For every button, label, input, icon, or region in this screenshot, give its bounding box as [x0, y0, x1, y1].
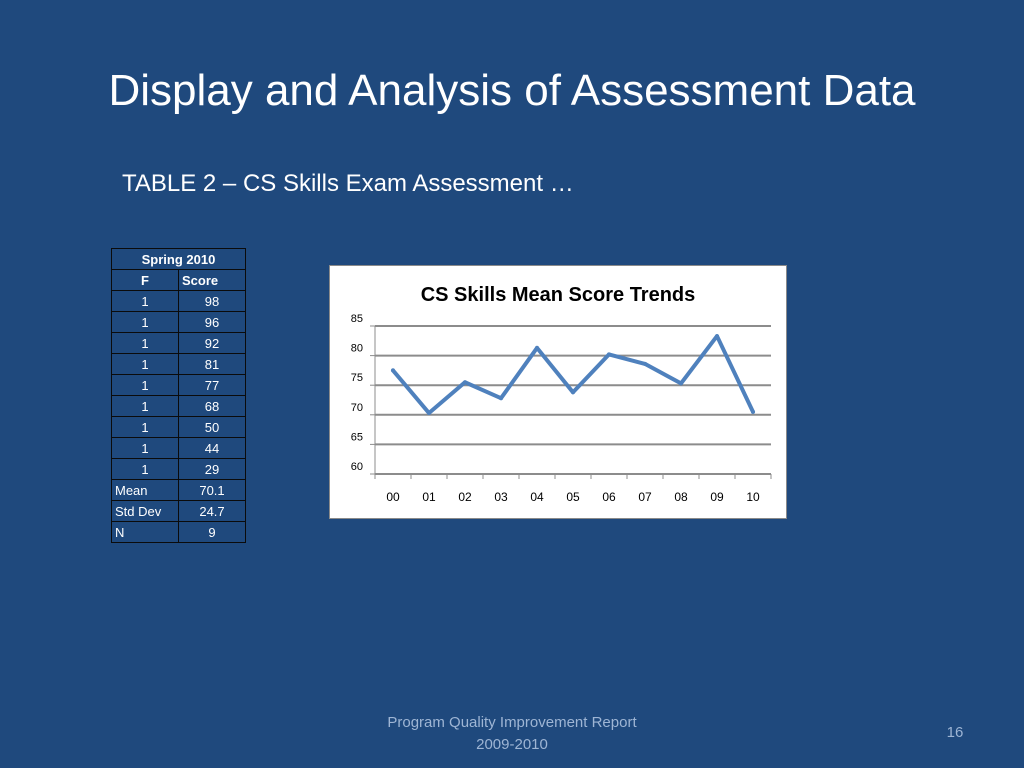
line-chart: CS Skills Mean Score Trends 60 65 70 75 80 85 0…	[329, 265, 787, 519]
cell-label: Mean	[111, 479, 179, 501]
data-point	[463, 380, 467, 385]
cell-value: 68	[178, 395, 246, 417]
x-tick-label: 09	[710, 490, 724, 504]
x-tick-label: 06	[602, 490, 616, 504]
cell-value: 96	[178, 311, 246, 333]
footer-year: 2009-2010	[476, 736, 548, 753]
cell-label: 1	[111, 353, 179, 375]
cell-value: 9	[178, 521, 246, 543]
cell-label: N	[111, 521, 179, 543]
x-tick-label: 07	[638, 490, 652, 504]
data-point	[571, 390, 575, 395]
cell-value: 81	[178, 353, 246, 375]
table-row: 1 98	[111, 290, 246, 312]
cell-value: Score	[178, 269, 246, 291]
series-line	[391, 334, 755, 416]
cell-value: 92	[178, 332, 246, 354]
table-row: 1 68	[111, 395, 246, 417]
cell-label: 1	[111, 395, 179, 417]
table-summary-row: Std Dev 24.7	[111, 500, 246, 522]
cell-label: 1	[111, 332, 179, 354]
table-row: 1 29	[111, 458, 246, 480]
table-caption: TABLE 2 – CS Skills Exam Assessment …	[122, 170, 574, 197]
cell-value: 77	[178, 374, 246, 396]
data-point	[715, 334, 719, 339]
table-summary-row: Mean 70.1	[111, 479, 246, 501]
data-point	[679, 381, 683, 386]
table-row: 1 81	[111, 353, 246, 375]
data-point	[643, 361, 647, 366]
data-point	[391, 368, 395, 373]
cell-label: F	[111, 269, 179, 291]
table-row: 1 50	[111, 416, 246, 438]
cell-label: 1	[111, 311, 179, 333]
x-tick-label: 05	[566, 490, 580, 504]
cell-label: 1	[111, 416, 179, 438]
cell-value: 70.1	[178, 479, 246, 501]
x-tick-label: 10	[746, 490, 760, 504]
score-table: Spring 2010 F Score 1 98 1 96 1 92 1 81 1 77 1 68 1 50 1…	[111, 248, 246, 543]
cell-label: 1	[111, 290, 179, 312]
y-tick-label: 70	[351, 402, 363, 414]
cell-value: 44	[178, 437, 246, 459]
slide-title: Display and Analysis of Assessment Data	[108, 66, 916, 115]
x-tick-label: 03	[494, 490, 508, 504]
data-point	[499, 396, 503, 401]
cell-value: 50	[178, 416, 246, 438]
y-tick-label: 80	[351, 343, 363, 355]
x-tick-label: 04	[530, 490, 544, 504]
season-label: Spring 2010	[111, 248, 246, 270]
cell-value: 29	[178, 458, 246, 480]
table-row: 1 77	[111, 374, 246, 396]
data-point	[607, 352, 611, 357]
x-tick-label: 02	[458, 490, 472, 504]
chart-title: CS Skills Mean Score Trends	[421, 284, 696, 306]
table-header-season: Spring 2010	[111, 248, 246, 270]
cell-label: 1	[111, 437, 179, 459]
table-header-row: F Score	[111, 269, 246, 291]
y-tick-label: 65	[351, 431, 363, 443]
data-point	[535, 345, 539, 350]
table-row: 1 96	[111, 311, 246, 333]
cell-value: 24.7	[178, 500, 246, 522]
x-tick-label: 01	[422, 490, 436, 504]
data-point	[427, 411, 431, 416]
cell-label: Std Dev	[111, 500, 179, 522]
chart-canvas: CS Skills Mean Score Trends 60 65 70 75 80 85 0…	[351, 284, 772, 504]
y-tick-label: 60	[351, 461, 363, 473]
x-tick-label: 08	[674, 490, 688, 504]
page-number: 16	[946, 724, 964, 741]
y-tick-label: 75	[351, 372, 363, 384]
table-row: 1 92	[111, 332, 246, 354]
x-tick-label: 00	[386, 490, 400, 504]
cell-value: 98	[178, 290, 246, 312]
y-tick-label: 85	[351, 313, 363, 325]
cell-label: 1	[111, 374, 179, 396]
footer: Program Quality Improvement Report 2009-…	[362, 712, 662, 756]
footer-report-name: Program Quality Improvement Report	[387, 714, 637, 731]
cell-label: 1	[111, 458, 179, 480]
data-point	[751, 409, 755, 414]
table-row: 1 44	[111, 437, 246, 459]
